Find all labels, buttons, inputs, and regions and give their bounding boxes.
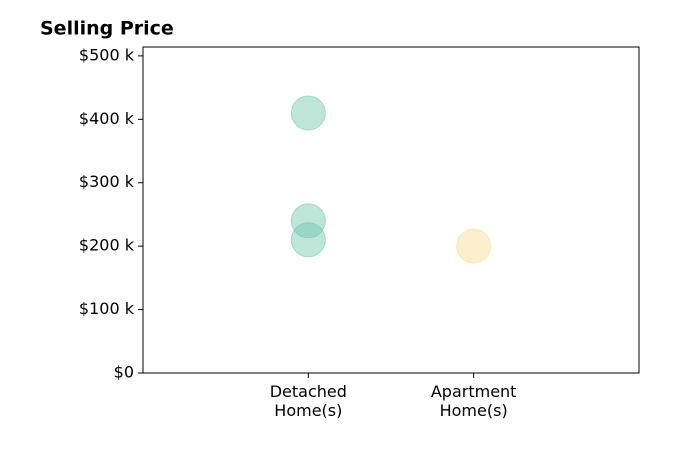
point [456,228,492,264]
y-tick-label: $400 k [79,109,135,128]
y-tick-label: $200 k [79,236,135,255]
point [290,203,326,239]
point [290,95,326,131]
y-tick-label: $500 k [79,45,135,64]
chart-title: Selling Price [40,18,174,40]
y-tick-label: $100 k [79,299,135,318]
plot-frame [142,46,640,374]
x-tick-label: Apartment Home(s) [430,382,517,420]
y-tick-label: $0 [114,363,134,382]
x-tick-label: Detached Home(s) [269,382,347,420]
y-tick-label: $300 k [79,172,135,191]
point [290,222,326,258]
